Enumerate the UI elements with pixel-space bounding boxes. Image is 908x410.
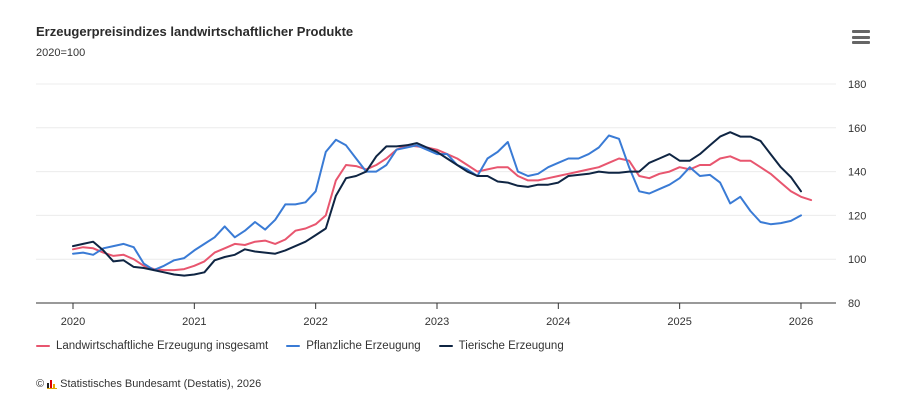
y-tick-label: 160 [848, 123, 866, 135]
legend-label: Pflanzliche Erzeugung [306, 340, 421, 352]
legend-label: Tierische Erzeugung [458, 340, 564, 352]
y-axis-ticks: 80 100 120 140 160 180 [848, 79, 866, 310]
y-tick-label: 180 [848, 79, 866, 91]
legend: Landwirtschaftliche Erzeugung insgesamt … [36, 340, 564, 352]
legend-item-tierische[interactable]: Tierische Erzeugung [438, 340, 564, 352]
legend-swatch-insgesamt [36, 344, 50, 348]
series-lines [72, 131, 813, 277]
legend-swatch-pflanzliche [286, 344, 301, 348]
y-tick-label: 120 [848, 210, 866, 222]
hamburger-menu-icon[interactable] [852, 30, 870, 44]
x-tick-label: 2020 [61, 316, 85, 328]
legend-swatch-tierische [438, 344, 453, 348]
x-tick-label: 2023 [425, 316, 449, 328]
y-tick-label: 140 [848, 167, 866, 179]
destatis-logo-icon [47, 379, 58, 389]
legend-item-pflanzliche[interactable]: Pflanzliche Erzeugung [286, 340, 421, 352]
grid-lines [36, 83, 836, 260]
x-tick-label: 2025 [667, 316, 691, 328]
legend-label: Landwirtschaftliche Erzeugung insgesamt [56, 340, 269, 352]
series-line-pflanzliche [72, 134, 802, 272]
chart-subtitle: 2020=100 [36, 47, 86, 59]
x-tick-label: 2024 [546, 316, 570, 328]
y-tick-label: 100 [848, 254, 866, 266]
legend-item-insgesamt[interactable]: Landwirtschaftliche Erzeugung insgesamt [36, 340, 268, 352]
chart-title: Erzeugerpreisindizes landwirtschaftliche… [36, 24, 354, 39]
y-tick-label: 80 [848, 298, 860, 310]
credit-text: Statistisches Bundesamt (Destatis), 2026 [60, 378, 262, 390]
x-tick-label: 2026 [789, 316, 813, 328]
copyright-symbol: © [36, 378, 45, 390]
x-axis: 2020 2021 2022 2023 2024 2025 2026 [36, 302, 836, 328]
series-line-insgesamt [72, 144, 813, 272]
credits[interactable]: © Statistisches Bundesamt (Destatis), 20… [36, 378, 261, 390]
x-tick-label: 2022 [303, 316, 327, 328]
series-line-tierische [72, 131, 802, 277]
x-tick-label: 2021 [182, 316, 206, 328]
